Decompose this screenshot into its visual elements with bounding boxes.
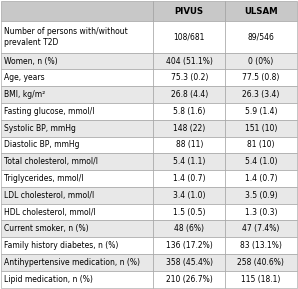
Bar [225,170,297,187]
Text: 108/681: 108/681 [173,32,205,41]
Text: 1.4 (0.7): 1.4 (0.7) [173,174,206,183]
Bar [153,254,225,271]
Bar [1,237,153,254]
Text: 3.4 (1.0): 3.4 (1.0) [173,191,206,200]
Text: LDL cholesterol, mmol/l: LDL cholesterol, mmol/l [4,191,94,200]
Text: Triglycerides, mmol/l: Triglycerides, mmol/l [4,174,83,183]
Text: HDL cholesterol, mmol/l: HDL cholesterol, mmol/l [4,208,95,216]
Text: Number of persons with/without
prevalent T2D: Number of persons with/without prevalent… [4,27,127,47]
Text: Fasting glucose, mmol/l: Fasting glucose, mmol/l [4,107,94,116]
Text: 5.4 (1.0): 5.4 (1.0) [245,157,277,166]
Text: 5.9 (1.4): 5.9 (1.4) [245,107,277,116]
Bar [153,103,225,120]
Bar [225,204,297,221]
Text: Total cholesterol, mmol/l: Total cholesterol, mmol/l [4,157,97,166]
Bar [153,153,225,170]
Text: 5.8 (1.6): 5.8 (1.6) [173,107,205,116]
Text: 210 (26.7%): 210 (26.7%) [166,275,213,284]
Text: 151 (10): 151 (10) [245,124,277,133]
Bar [153,1,225,21]
Bar [1,187,153,204]
Bar [153,237,225,254]
Bar [153,86,225,103]
Text: 1.3 (0.3): 1.3 (0.3) [245,208,277,216]
Text: 88 (11): 88 (11) [176,140,203,149]
Text: 81 (10): 81 (10) [247,140,274,149]
Bar [153,170,225,187]
Bar [153,204,225,221]
Text: 358 (45.4%): 358 (45.4%) [166,258,213,267]
Bar [1,204,153,221]
Bar [1,53,153,69]
Bar [1,21,153,53]
Text: 26.8 (4.4): 26.8 (4.4) [171,90,208,99]
Bar [225,221,297,237]
Text: Systolic BP, mmHg: Systolic BP, mmHg [4,124,75,133]
Text: Women, n (%): Women, n (%) [4,57,57,66]
Text: 258 (40.6%): 258 (40.6%) [238,258,284,267]
Text: 115 (18.1): 115 (18.1) [241,275,280,284]
Bar [153,21,225,53]
Bar [1,120,153,136]
Text: 83 (13.1%): 83 (13.1%) [240,241,282,250]
Text: Age, years: Age, years [4,73,44,82]
Text: Family history diabetes, n (%): Family history diabetes, n (%) [4,241,118,250]
Bar [225,153,297,170]
Text: 26.3 (3.4): 26.3 (3.4) [242,90,280,99]
Bar [225,103,297,120]
Bar [225,21,297,53]
Bar [1,254,153,271]
Bar [153,271,225,288]
Text: 404 (51.1%): 404 (51.1%) [166,57,213,66]
Bar [1,271,153,288]
Bar [153,69,225,86]
Text: 89/546: 89/546 [247,32,274,41]
Bar [153,120,225,136]
Text: 148 (22): 148 (22) [173,124,205,133]
Bar [1,1,153,21]
Bar [225,271,297,288]
Text: Diastolic BP, mmHg: Diastolic BP, mmHg [4,140,79,149]
Bar [1,103,153,120]
Bar [1,69,153,86]
Bar [225,136,297,153]
Text: ULSAM: ULSAM [244,7,278,16]
Bar [1,86,153,103]
Bar [1,221,153,237]
Text: 47 (7.4%): 47 (7.4%) [242,224,280,233]
Bar [225,187,297,204]
Text: PIVUS: PIVUS [175,7,204,16]
Text: BMI, kg/m²: BMI, kg/m² [4,90,45,99]
Bar [225,1,297,21]
Bar [153,136,225,153]
Text: 5.4 (1.1): 5.4 (1.1) [173,157,205,166]
Text: 0 (0%): 0 (0%) [248,57,274,66]
Bar [1,153,153,170]
Bar [225,69,297,86]
Text: 1.5 (0.5): 1.5 (0.5) [173,208,206,216]
Text: 48 (6%): 48 (6%) [174,224,204,233]
Bar [153,187,225,204]
Text: 77.5 (0.8): 77.5 (0.8) [242,73,280,82]
Bar [153,53,225,69]
Text: 136 (17.2%): 136 (17.2%) [166,241,213,250]
Bar [1,170,153,187]
Text: Antihypertensive medication, n (%): Antihypertensive medication, n (%) [4,258,139,267]
Text: 1.4 (0.7): 1.4 (0.7) [245,174,277,183]
Bar [225,120,297,136]
Bar [1,136,153,153]
Text: 3.5 (0.9): 3.5 (0.9) [244,191,277,200]
Bar [153,221,225,237]
Bar [225,237,297,254]
Text: Current smoker, n (%): Current smoker, n (%) [4,224,88,233]
Bar [225,53,297,69]
Bar [225,86,297,103]
Bar [225,254,297,271]
Text: 75.3 (0.2): 75.3 (0.2) [170,73,208,82]
Text: Lipid medication, n (%): Lipid medication, n (%) [4,275,92,284]
